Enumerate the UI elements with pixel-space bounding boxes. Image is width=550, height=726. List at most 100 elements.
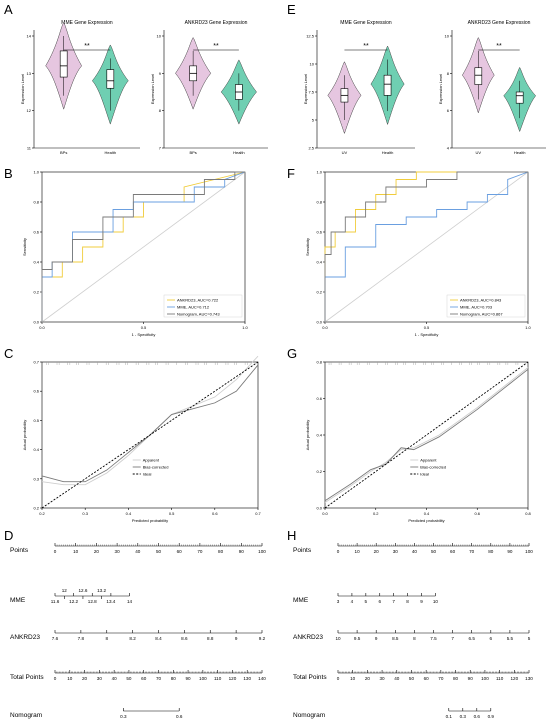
- nomogram-tick-label-D-2: 8.4: [155, 636, 162, 641]
- y-tick-label-C: 0.6: [33, 389, 39, 394]
- panel-label-f: F: [287, 166, 295, 181]
- y-tick-label-E1: 10: [310, 62, 315, 67]
- y-tick-label-B: 0.2: [33, 290, 39, 295]
- y-tick-label-C: 0.4: [33, 447, 39, 452]
- nomogram-tick-label-H-1: 4: [351, 599, 354, 604]
- nomogram-tick-label-H-2: 8: [413, 636, 416, 641]
- nomogram-tick-label-D-3: 130: [243, 676, 251, 681]
- y-tick-label-F: 0.0: [316, 320, 322, 325]
- nomogram-tick-label-D-3: 30: [97, 676, 103, 681]
- nomogram-tick-label-D-1: 13.4: [106, 599, 115, 604]
- x-axis-label-F: 1 - Specificity: [415, 332, 439, 337]
- nomogram-tick-label-D-0: 20: [94, 549, 100, 554]
- nomogram-tick-label-H-0: 0: [337, 549, 340, 554]
- x-tick-label-A1: Health: [105, 150, 117, 155]
- y-tick-label-E1: 12.5: [306, 34, 315, 39]
- x-tick-label-C: 0.2: [39, 511, 45, 516]
- nomogram-tick-label-D-2: 8: [105, 636, 108, 641]
- significance-label-E1: **: [363, 43, 369, 50]
- nomogram-tick-label-D-2: 8.2: [129, 636, 136, 641]
- panel-label-b: B: [4, 166, 13, 181]
- nomogram-tick-label-H-3: 110: [496, 676, 504, 681]
- nomogram-tick-label-H-3: 100: [481, 676, 489, 681]
- nomogram-tick-label-H-4: 0.9: [488, 714, 495, 719]
- nomogram-tick-label-D-3: 90: [186, 676, 192, 681]
- y-axis-label-E1: Expression Level: [303, 74, 308, 105]
- nomogram-tick-label-D-0: 30: [115, 549, 121, 554]
- panel-label-d: D: [4, 528, 13, 543]
- violin-title-E1: MME Gene Expression: [340, 20, 392, 26]
- significance-label-E2: **: [496, 43, 502, 50]
- x-tick-label-E2: Health: [514, 150, 526, 155]
- legend-label-B-2: Nomogram, AUC=0.743: [177, 312, 220, 317]
- y-tick-label-C: 0.2: [33, 506, 39, 511]
- nomogram-tick-label-H-4: 0.3: [460, 714, 467, 719]
- nomogram-tick-label-H-1: 6: [378, 599, 381, 604]
- nomogram-tick-label-D-3: 70: [156, 676, 162, 681]
- nomogram-minor-label-D-1: 13.2: [97, 588, 106, 593]
- legend-label-G-2: Ideal: [420, 472, 429, 477]
- nomogram-tick-label-D-1: 12.2: [69, 599, 78, 604]
- series-line-B-2: [41, 171, 245, 322]
- significance-label-A2: **: [213, 43, 219, 50]
- plot-frame-C: [41, 361, 259, 509]
- nomogram-tick-label-H-2: 7: [451, 636, 454, 641]
- nomogram-tick-label-H-1: 10: [433, 599, 439, 604]
- y-tick-label-F: 0.2: [316, 290, 322, 295]
- series-line-G-0: [324, 367, 529, 503]
- y-tick-label-E2: 10: [445, 34, 450, 39]
- x-tick-label-E1: UV: [342, 150, 348, 155]
- nomogram-row-label-D-2: ANKRD23: [10, 634, 40, 641]
- y-tick-label-B: 1.0: [33, 170, 39, 175]
- nomogram-tick-label-D-3: 140: [258, 676, 266, 681]
- legend-label-B-1: MME, AUC=0.712: [177, 305, 210, 310]
- nomogram-tick-label-H-0: 30: [393, 549, 399, 554]
- x-tick-label-A2: Health: [233, 150, 245, 155]
- y-axis-label-E2: Expression Level: [438, 74, 443, 105]
- nomogram-tick-label-H-2: 7.5: [430, 636, 437, 641]
- box-A1-1: [106, 69, 115, 89]
- y-tick-label-B: 0.4: [33, 260, 39, 265]
- y-axis-label-G: Actual probability: [305, 420, 310, 450]
- nomogram-tick-label-D-3: 10: [67, 676, 73, 681]
- series-line-G-2: [324, 361, 529, 509]
- panel-label-c: C: [4, 346, 13, 361]
- nomogram-tick-label-D-3: 100: [199, 676, 207, 681]
- nomogram-row-label-D-4: Nomogram: [10, 712, 42, 719]
- series-line-F-0: [324, 171, 528, 322]
- nomogram-tick-label-D-3: 80: [171, 676, 177, 681]
- violin-title-E2: ANKRD23 Gene Expression: [468, 20, 531, 26]
- y-axis-label-F: Sensitivity: [305, 238, 310, 256]
- nomogram-tick-label-D-0: 60: [177, 549, 183, 554]
- nomogram-tick-label-D-1: 14: [127, 599, 133, 604]
- y-tick-label-A2: 8: [159, 108, 162, 113]
- y-tick-label-E1: 7.5: [308, 90, 314, 95]
- x-tick-label-G: 0.2: [373, 511, 379, 516]
- nomogram-tick-label-D-4: 0.3: [120, 714, 127, 719]
- legend-label-F-0: ANKRD23, AUC=0.843: [460, 298, 502, 303]
- y-tick-label-G: 0.8: [316, 360, 322, 365]
- x-tick-label-G: 0.0: [322, 511, 328, 516]
- plot-frame-G: [324, 361, 529, 509]
- series-line-F-1: [324, 171, 529, 322]
- x-tick-label-C: 0.6: [212, 511, 218, 516]
- nomogram-tick-label-H-2: 8.5: [392, 636, 399, 641]
- nomogram-tick-label-H-0: 50: [431, 549, 437, 554]
- legend-box-F: [446, 294, 526, 318]
- nomogram-tick-label-H-4: 0.1: [446, 714, 453, 719]
- nomogram-tick-label-H-3: 90: [468, 676, 474, 681]
- y-tick-label-B: 0.8: [33, 200, 39, 205]
- legend-label-F-2: Nomogram, AUC=0.867: [460, 312, 503, 317]
- nomogram-tick-label-D-0: 50: [156, 549, 162, 554]
- nomogram-tick-label-H-3: 130: [525, 676, 533, 681]
- series-line-B-1: [41, 171, 246, 322]
- nomogram-row-label-D-0: Points: [10, 547, 29, 554]
- nomogram-tick-label-H-0: 20: [374, 549, 380, 554]
- x-tick-label-B: 0.5: [141, 325, 147, 330]
- series-line-F-2: [324, 171, 528, 322]
- y-tick-label-F: 0.8: [316, 200, 322, 205]
- y-tick-label-A1: 12: [27, 108, 32, 113]
- x-tick-label-E1: Health: [382, 150, 394, 155]
- y-axis-label-C: Actual probability: [22, 420, 27, 450]
